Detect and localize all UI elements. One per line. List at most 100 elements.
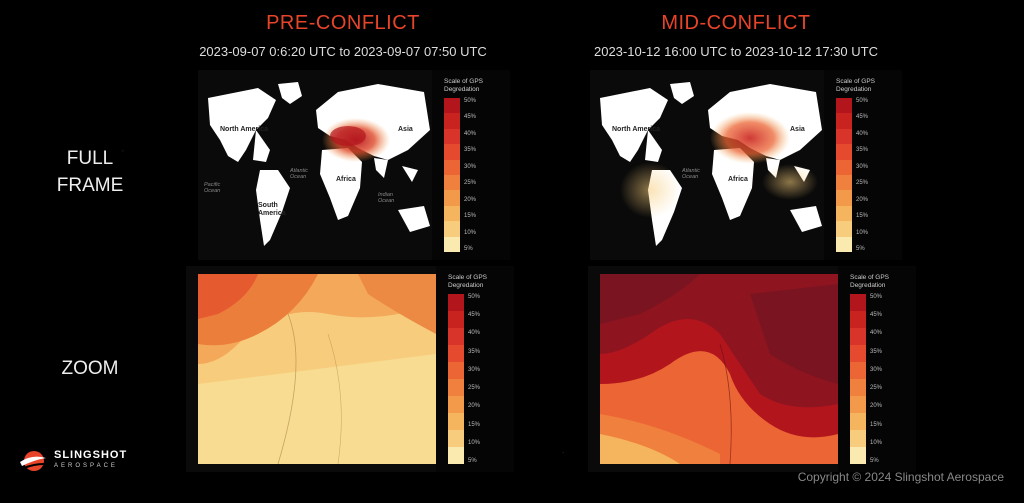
mid-full-legend: Scale of GPS Degredation 50% 45% 40% 35% 30%… xyxy=(824,70,902,260)
legend-swatch xyxy=(836,236,852,253)
label-pacific-ocean: Pacific Ocean xyxy=(204,182,221,194)
legend-swatch xyxy=(836,221,852,237)
legend-tick-label: 15% xyxy=(856,213,869,220)
legend-tick-label: 5% xyxy=(464,245,473,252)
legend-tick-label: 25% xyxy=(468,385,481,392)
mid-conflict-title: MID-CONFLICT xyxy=(661,12,811,34)
legend-tick-label: 40% xyxy=(870,330,883,337)
slingshot-logo-icon xyxy=(20,451,46,471)
legend-tick-label: 20% xyxy=(464,196,477,203)
legend-tick-label: 25% xyxy=(464,180,477,187)
legend-swatch xyxy=(836,144,852,160)
legend-swatch xyxy=(448,430,464,447)
legend-swatch xyxy=(850,396,866,413)
legend-tick-label: 10% xyxy=(464,229,477,236)
legend-tick-label: 5% xyxy=(468,457,477,464)
label-south-america: South America xyxy=(258,202,286,217)
label-africa: Africa xyxy=(728,176,748,183)
legend-tick-label: 10% xyxy=(870,439,883,446)
legend-ticks: 50% 45% 40% 35% 30% 25% 20% 15% 10% 5% xyxy=(870,294,882,464)
label-asia: Asia xyxy=(790,126,805,133)
legend-tick-label: 40% xyxy=(856,130,869,137)
legend-title: Scale of GPS Degredation xyxy=(850,274,890,289)
legend-title: Scale of GPS Degredation xyxy=(444,78,484,93)
legend-tick-label: 35% xyxy=(856,147,869,154)
legend-swatch xyxy=(448,447,464,464)
slingshot-logo: SLINGSHOT AEROSPACE xyxy=(18,448,127,474)
legend-tick-label: 30% xyxy=(464,163,477,170)
legend-swatch xyxy=(850,447,866,464)
legend-swatch xyxy=(444,205,460,222)
mid-conflict-time-range: 2023-10-12 16:00 UTC to 2023-10-12 17:30… xyxy=(593,44,878,59)
legend-tick-label: 45% xyxy=(856,114,869,121)
legend-tick-label: 35% xyxy=(870,348,883,355)
legend-color-bar xyxy=(836,98,852,253)
copyright-text: Copyright © 2024 Slingshot Aerospace xyxy=(797,470,1004,484)
legend-swatch xyxy=(850,294,866,311)
legend-swatch xyxy=(850,345,866,362)
legend-swatch xyxy=(448,379,464,396)
legend-swatch xyxy=(444,159,460,176)
pre-conflict-title: PRE-CONFLICT xyxy=(266,12,420,34)
legend-swatch xyxy=(836,98,852,114)
legend-tick-label: 45% xyxy=(464,114,477,121)
legend-tick-label: 5% xyxy=(856,245,865,252)
logo-name: SLINGSHOT xyxy=(54,449,128,461)
legend-tick-label: 50% xyxy=(870,294,883,300)
legend-swatch xyxy=(850,311,866,328)
zoom-label: ZOOM xyxy=(61,358,119,379)
legend-tick-label: 30% xyxy=(870,366,883,373)
legend-tick-label: 5% xyxy=(870,457,879,464)
legend-swatch xyxy=(836,128,852,145)
legend-tick-label: 50% xyxy=(468,294,481,300)
legend-swatch xyxy=(850,413,866,430)
legend-swatch xyxy=(836,190,852,206)
legend-swatch xyxy=(836,113,852,129)
legend-swatch xyxy=(444,236,460,253)
legend-tick-label: 35% xyxy=(468,348,481,355)
legend-tick-label: 50% xyxy=(464,98,477,104)
legend-tick-label: 15% xyxy=(464,213,477,220)
legend-tick-label: 20% xyxy=(870,403,883,410)
pre-conflict-time-range: 2023-09-07 0:6:20 UTC to 2023-09-07 07:5… xyxy=(199,44,487,59)
legend-color-bar xyxy=(850,294,866,464)
full-frame-label: FULL FRAME xyxy=(56,148,124,196)
legend-swatch xyxy=(444,221,460,237)
legend-tick-label: 25% xyxy=(870,385,883,392)
legend-tick-label: 20% xyxy=(468,403,481,410)
label-asia: Asia xyxy=(398,126,413,133)
pre-zoom-map xyxy=(198,274,436,464)
legend-tick-label: 30% xyxy=(856,163,869,170)
legend-swatch xyxy=(850,430,866,447)
legend-swatch xyxy=(836,159,852,176)
pre-zoom-legend: Scale of GPS Degredation 50% 45% 40% 35% 30%… xyxy=(436,266,514,472)
legend-swatch xyxy=(448,328,464,345)
legend-tick-label: 45% xyxy=(468,312,481,319)
legend-swatch xyxy=(836,175,852,191)
legend-swatch xyxy=(444,98,460,114)
label-north-america: North America xyxy=(220,126,268,133)
legend-color-bar xyxy=(448,294,464,464)
legend-title: Scale of GPS Degredation xyxy=(836,78,876,93)
legend-tick-label: 15% xyxy=(468,421,481,428)
legend-swatch xyxy=(448,345,464,362)
legend-tick-label: 10% xyxy=(856,229,869,236)
legend-tick-label: 50% xyxy=(856,98,869,104)
legend-tick-label: 35% xyxy=(464,147,477,154)
legend-swatch xyxy=(448,294,464,311)
legend-tick-label: 40% xyxy=(464,130,477,137)
legend-ticks: 50% 45% 40% 35% 30% 25% 20% 15% 10% 5% xyxy=(856,98,868,252)
legend-swatch xyxy=(850,379,866,396)
pre-full-legend: Scale of GPS Degredation 50% 45% 40% 35% 30%… xyxy=(432,70,510,260)
legend-swatch xyxy=(850,362,866,379)
legend-swatch xyxy=(448,311,464,328)
pre-full-frame-panel: North America South America Africa Asia … xyxy=(198,70,510,260)
legend-swatch xyxy=(448,362,464,379)
legend-swatch xyxy=(836,205,852,222)
legend-swatch xyxy=(444,190,460,206)
legend-color-bar xyxy=(444,98,460,253)
legend-swatch xyxy=(448,396,464,413)
legend-swatch xyxy=(448,413,464,430)
logo-wordmark: SLINGSHOT AEROSPACE xyxy=(54,450,127,472)
legend-swatch xyxy=(444,128,460,145)
